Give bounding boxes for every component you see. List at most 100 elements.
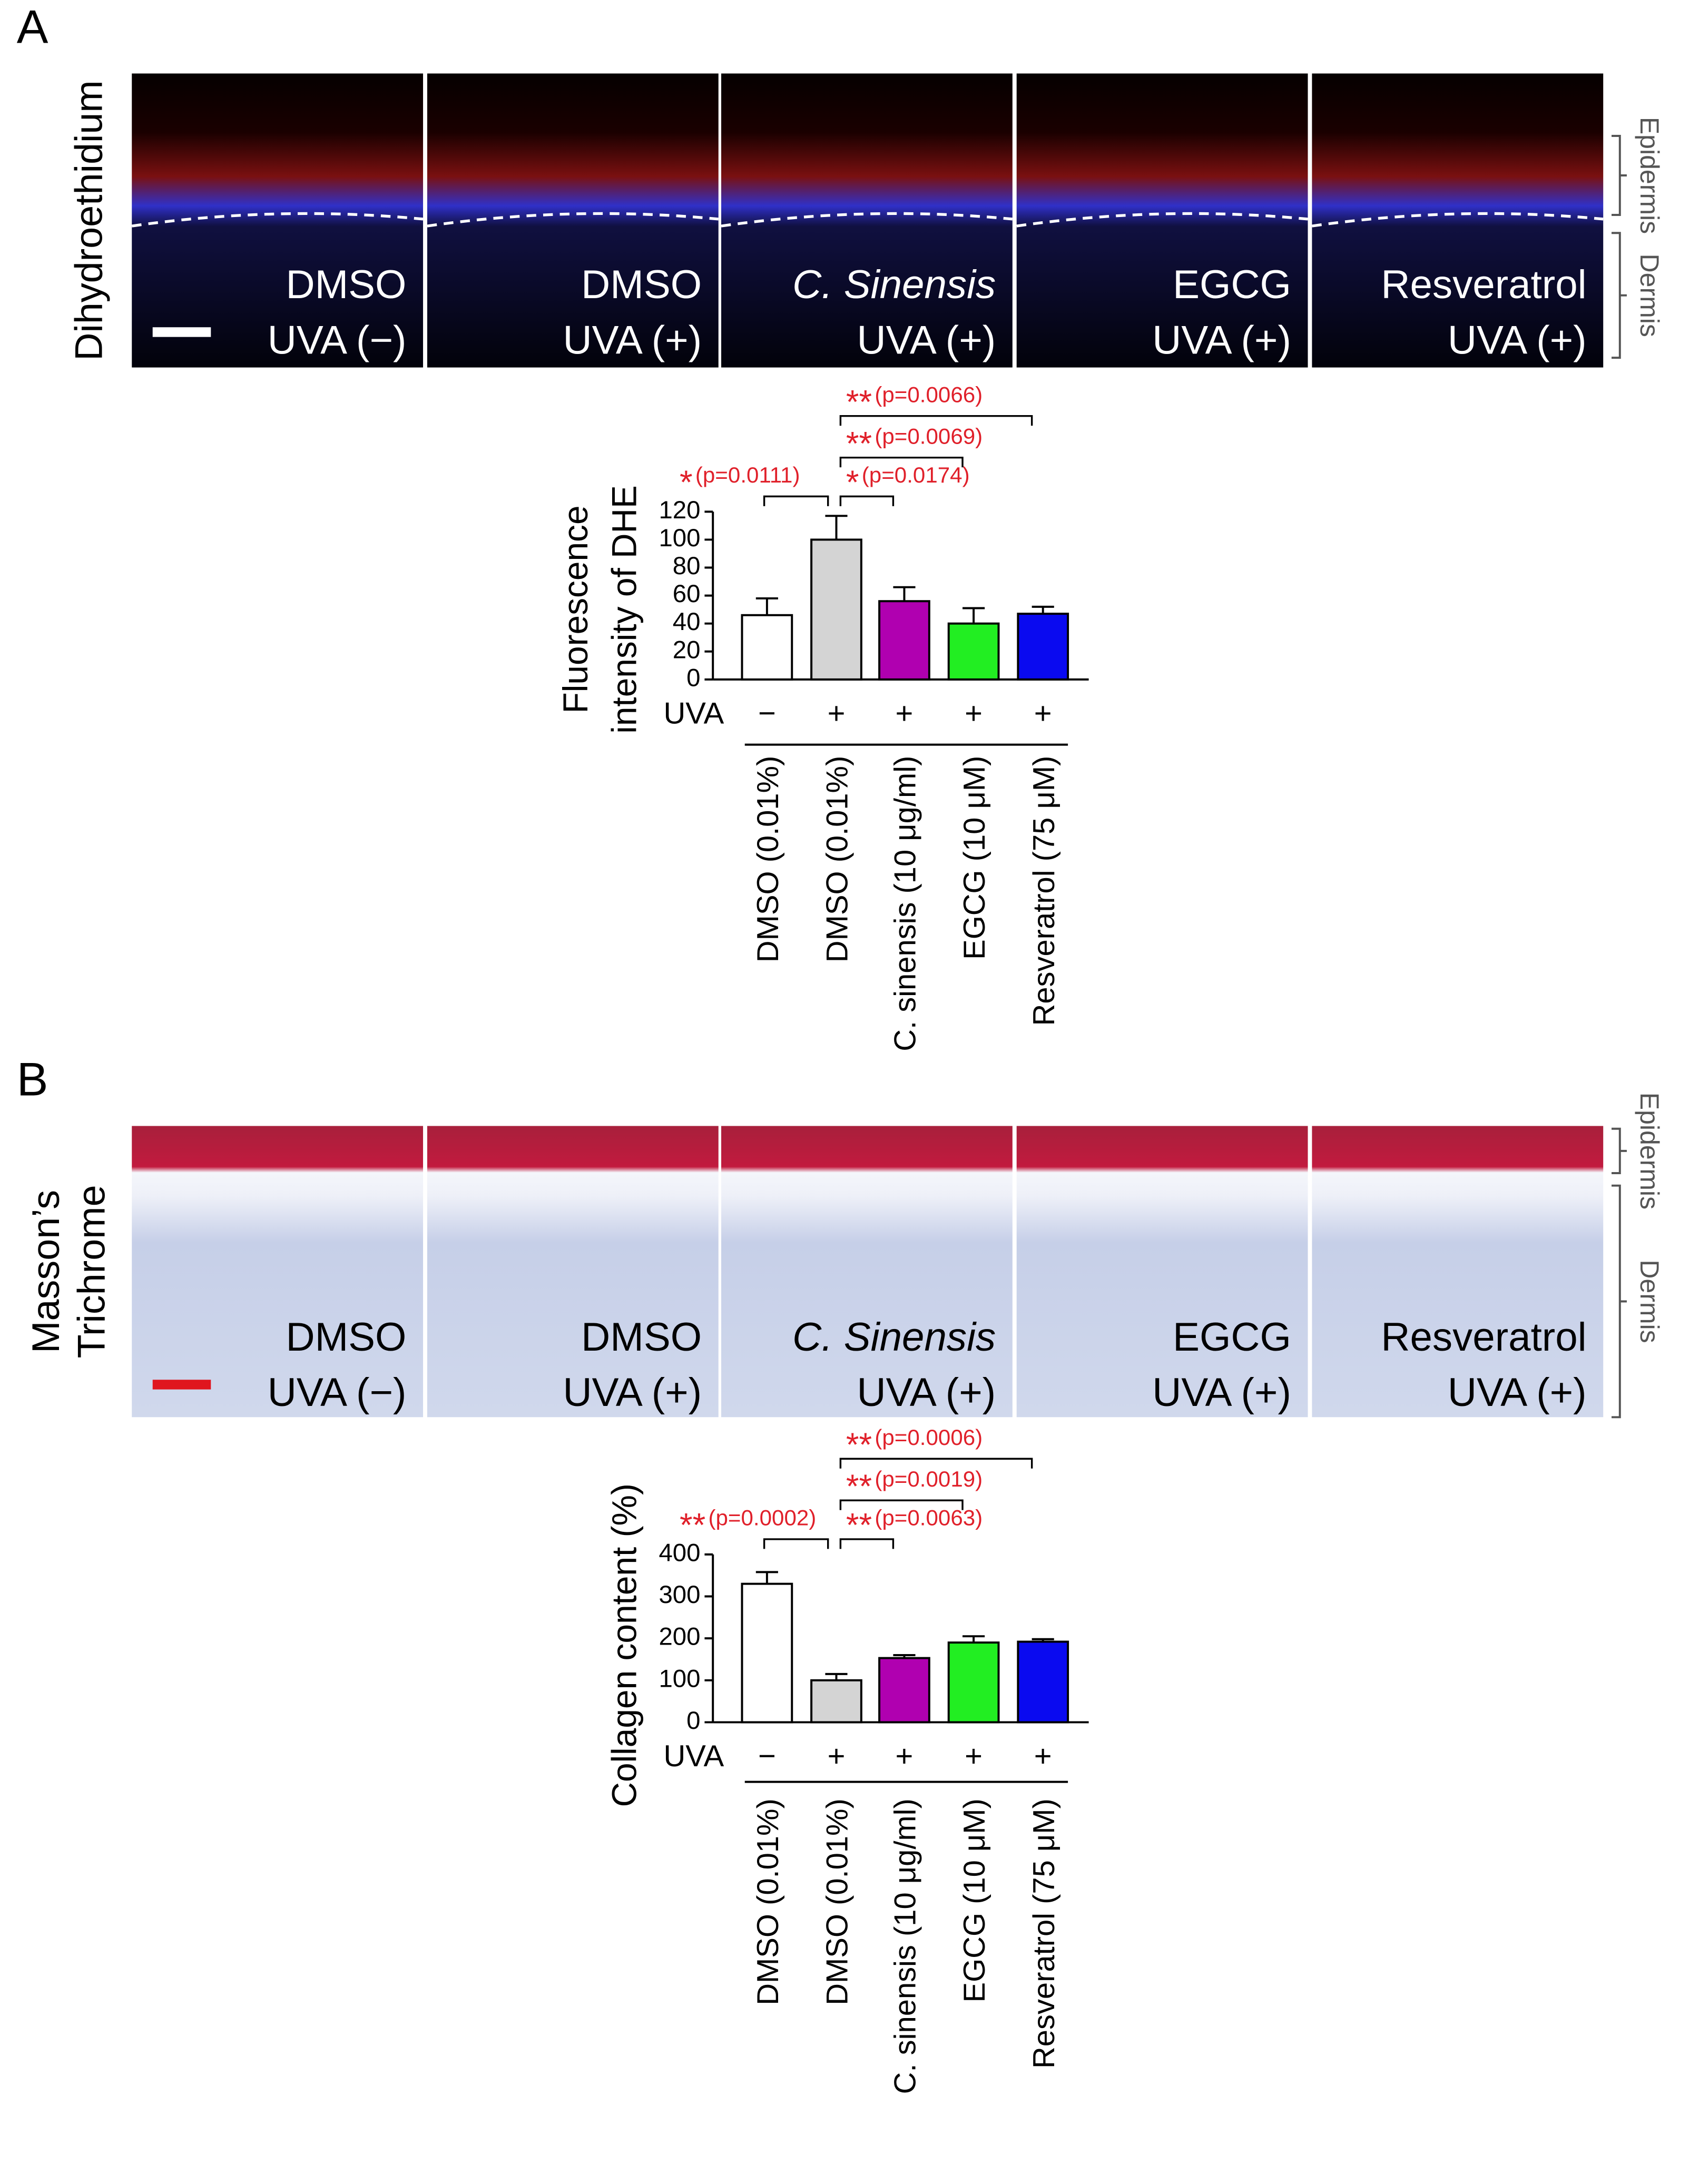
y-tick-label: 60	[673, 580, 701, 608]
image-label: UVA (+)	[857, 318, 996, 362]
x-tick-label: EGCG (10 μM)	[958, 1798, 991, 2002]
image-label: UVA (−)	[268, 1370, 407, 1415]
y-tick-label: 40	[673, 608, 701, 636]
y-axis-label: intensity of DHE	[604, 485, 643, 734]
image-label: DMSO	[286, 262, 406, 307]
uva-sign: −	[758, 1739, 776, 1773]
bar	[878, 600, 930, 681]
uva-sign: +	[828, 1739, 846, 1773]
bar	[741, 614, 793, 681]
uva-sign: +	[1034, 1739, 1052, 1773]
bar	[810, 538, 862, 681]
sig-annotation: ** (p=0.0063)	[846, 1506, 983, 1544]
image-label: DMSO	[581, 262, 702, 307]
image-label: UVA (+)	[563, 1370, 702, 1415]
uva-sign: +	[965, 1739, 983, 1773]
p-value: (p=0.0063)	[875, 1506, 983, 1530]
x-tick-label: C. sinensis (10 μg/ml)	[889, 1798, 922, 2094]
sig-annotation: ** (p=0.0069)	[846, 424, 983, 462]
layer-label: Epidermis	[1635, 117, 1664, 234]
sig-stars: **	[846, 425, 872, 462]
sig-stars: **	[846, 1468, 872, 1505]
bar	[810, 1679, 862, 1724]
y-tick-label: 120	[659, 496, 700, 524]
bar	[1017, 1640, 1069, 1724]
micrograph	[132, 1126, 424, 1418]
micrograph	[1312, 1126, 1604, 1418]
image-label: UVA (+)	[563, 318, 702, 362]
image-label: EGCG	[1173, 1315, 1291, 1360]
layer-bracket	[1611, 1127, 1627, 1174]
image-label: UVA (+)	[1152, 1370, 1291, 1415]
p-value: (p=0.0002)	[708, 1506, 816, 1530]
uva-label: UVA	[663, 1739, 724, 1773]
y-tick-label: 400	[659, 1539, 700, 1567]
p-value: (p=0.0111)	[695, 463, 800, 487]
uva-label: UVA	[663, 697, 724, 731]
sig-stars: *	[680, 464, 693, 501]
panel-letter: B	[17, 1053, 48, 1106]
x-tick-label: C. sinensis (10 μg/ml)	[889, 756, 922, 1051]
sig-bracket	[839, 495, 895, 506]
x-tick-label: DMSO (0.01%)	[821, 756, 855, 963]
x-tick-label: DMSO (0.01%)	[751, 1798, 785, 2005]
sig-stars: **	[846, 1507, 872, 1544]
x-tick-label: DMSO (0.01%)	[821, 1798, 855, 2005]
scale-bar	[152, 1380, 211, 1390]
layer-bracket	[1611, 1184, 1627, 1419]
dermis-border	[131, 212, 424, 228]
y-tick-label: 300	[659, 1581, 700, 1609]
panel-letter: A	[17, 1, 48, 53]
y-axis-label: Fluorescence	[556, 505, 595, 713]
layer-label: Epidermis	[1635, 1093, 1664, 1209]
bar	[878, 1657, 930, 1724]
stain-label: Masson’s	[24, 1190, 67, 1353]
micrograph	[1016, 1126, 1308, 1418]
micrograph	[427, 1126, 719, 1418]
image-label: C. Sinensis	[792, 1315, 996, 1360]
sig-bracket	[839, 1499, 964, 1510]
layer-label: Dermis	[1635, 1260, 1664, 1343]
image-label: UVA (−)	[268, 318, 407, 362]
bar	[1017, 613, 1069, 681]
micrograph	[721, 73, 1013, 368]
y-tick-label: 80	[673, 552, 701, 580]
x-tick-label: Resveratrol (75 μM)	[1027, 1798, 1061, 2069]
image-label: UVA (+)	[1152, 318, 1291, 362]
image-label: DMSO	[581, 1315, 702, 1360]
image-label: UVA (+)	[1448, 1370, 1587, 1415]
image-label: Resveratrol	[1381, 262, 1586, 307]
uva-sign: +	[896, 697, 914, 731]
bar	[947, 622, 1000, 681]
layer-bracket	[1611, 232, 1627, 359]
sig-annotation: * (p=0.0111)	[680, 463, 800, 501]
sig-annotation: ** (p=0.0019)	[846, 1467, 983, 1505]
sig-annotation: * (p=0.0174)	[846, 463, 970, 501]
uva-sign: −	[758, 697, 776, 731]
x-tick-label: DMSO (0.01%)	[751, 756, 785, 963]
bar	[741, 1582, 793, 1724]
x-tick-label: Resveratrol (75 μM)	[1027, 756, 1061, 1026]
sig-bracket	[763, 1538, 829, 1549]
micrograph	[427, 73, 719, 368]
sig-stars: *	[846, 464, 859, 501]
scale-bar	[152, 327, 211, 337]
image-label: UVA (+)	[1448, 318, 1587, 362]
layer-bracket	[1611, 134, 1627, 216]
sig-bracket	[839, 456, 964, 468]
micrograph	[132, 73, 424, 368]
layer-label: Dermis	[1635, 254, 1664, 337]
sig-bracket	[839, 1458, 1033, 1469]
uva-sign: +	[828, 697, 846, 731]
dermis-border	[1016, 212, 1308, 228]
x-tick-label: EGCG (10 μM)	[958, 756, 991, 960]
sig-annotation: ** (p=0.0006)	[846, 1425, 983, 1463]
y-tick-label: 200	[659, 1623, 700, 1651]
image-label: DMSO	[286, 1315, 406, 1360]
y-axis-label: Collagen content (%)	[604, 1483, 643, 1807]
micrograph	[1312, 73, 1604, 368]
y-tick-label: 20	[673, 636, 701, 664]
bar	[947, 1641, 1000, 1724]
